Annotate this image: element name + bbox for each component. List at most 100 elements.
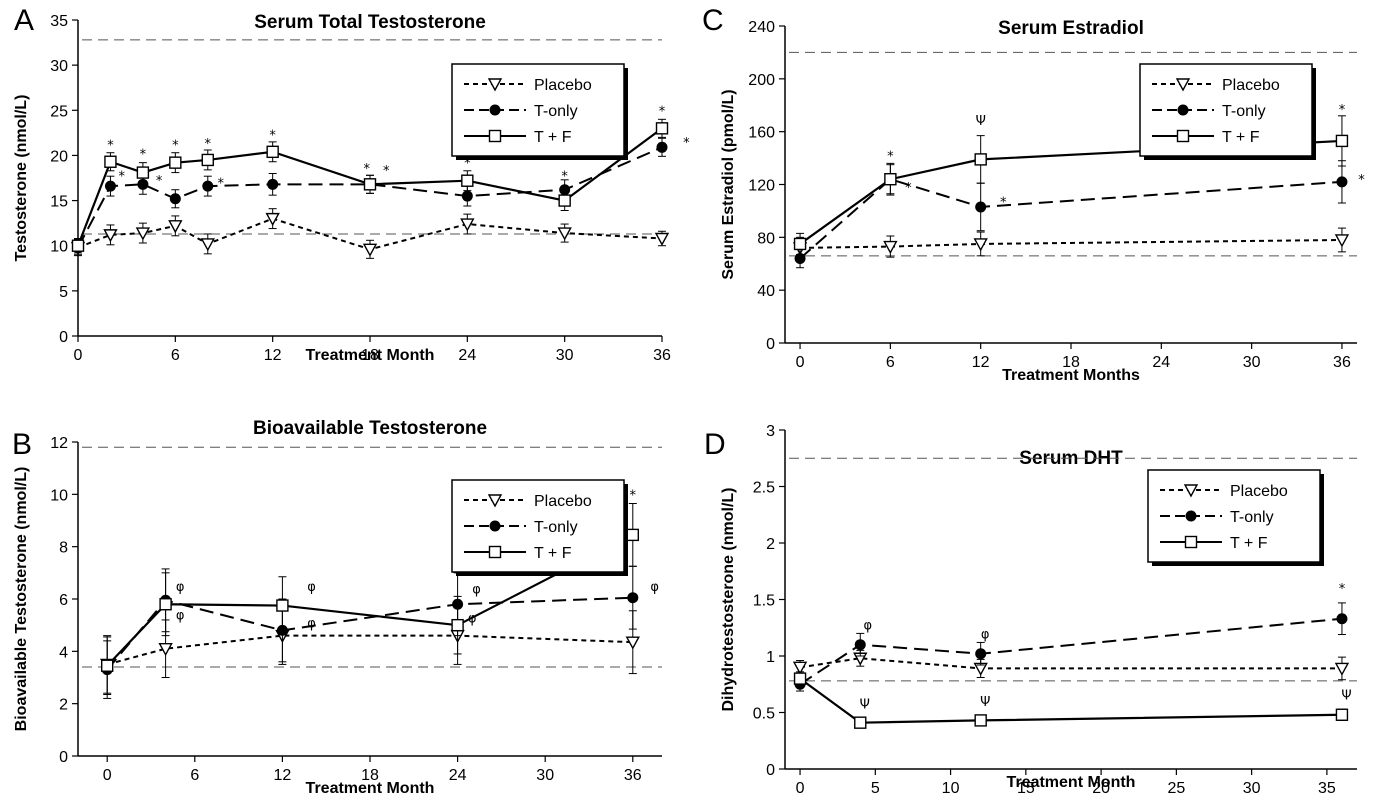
x-tick-label: 30	[556, 347, 574, 364]
legend-marker-triangle	[487, 494, 503, 508]
legend-marker-circle	[1177, 104, 1189, 116]
significance-mark: Ψ	[860, 697, 870, 712]
significance-mark: *	[364, 162, 371, 177]
x-tick-label: 12	[972, 354, 990, 371]
y-axis-label: Serum Estradiol (pmol/L)	[720, 89, 737, 279]
significance-mark: *	[205, 137, 212, 152]
panel-letter: A	[14, 4, 34, 37]
legend-label: T-only	[1230, 509, 1274, 526]
data-point-square	[461, 174, 474, 187]
significance-mark: *	[464, 157, 471, 172]
x-tick-label: 12	[264, 347, 282, 364]
y-tick-label: 0	[59, 749, 68, 766]
data-point-square	[1335, 134, 1349, 148]
data-point-circle	[202, 180, 214, 192]
x-tick-label: 6	[171, 347, 180, 364]
data-point-triangle	[103, 229, 118, 243]
data-point-triangle	[168, 220, 183, 234]
y-tick-label: 12	[50, 435, 68, 452]
data-point-square	[201, 153, 214, 167]
significance-mark: *	[1358, 173, 1365, 188]
data-point-circle	[854, 639, 866, 651]
significance-mark: φ	[981, 627, 990, 642]
legend-marker-triangle	[1183, 484, 1199, 498]
significance-mark: *	[905, 181, 912, 196]
y-tick-label: 240	[748, 19, 775, 36]
y-tick-label: 10	[50, 239, 68, 256]
significance-mark: φ	[864, 618, 873, 633]
y-tick-label: 15	[50, 194, 68, 211]
data-point-square	[1335, 708, 1349, 721]
data-point-square	[136, 166, 150, 179]
chart-title: Serum Estradiol	[998, 18, 1144, 39]
x-tick-label: 36	[624, 767, 642, 784]
legend-label: T-only	[1222, 103, 1266, 120]
series-line-square	[799, 677, 1342, 724]
x-tick-label: 10	[942, 780, 960, 797]
panel-c-serum-estradiol: C Serum Estradiol 0 40 80 120 160 200 240 0 6 12 18 2…	[702, 4, 1365, 384]
data-point-square	[276, 599, 289, 612]
data-point-square	[451, 618, 464, 632]
significance-mark: *	[1000, 196, 1007, 211]
chart-title: Serum Total Testosterone	[254, 12, 486, 33]
data-point-square	[854, 716, 867, 729]
data-point-circle	[559, 184, 571, 196]
significance-mark: *	[630, 488, 637, 503]
legend-label: Placebo	[534, 493, 592, 510]
data-point-triangle	[1334, 662, 1350, 676]
y-tick-label: 25	[50, 103, 68, 120]
y-tick-label: 120	[748, 178, 775, 195]
significance-mark: φ	[468, 611, 477, 626]
data-point-circle	[794, 252, 806, 264]
significance-mark: φ	[176, 609, 185, 624]
y-tick-label: 1.5	[753, 593, 775, 610]
data-point-square	[104, 155, 117, 168]
data-point-triangle	[557, 227, 572, 241]
legend-label: T + F	[1222, 129, 1260, 146]
series-line-triangle-down	[106, 634, 633, 666]
y-tick-label: 0	[766, 336, 775, 353]
data-point-triangle	[654, 232, 670, 246]
series-line-triangle-down	[77, 217, 663, 251]
significance-mark: *	[383, 164, 390, 179]
data-point-triangle	[135, 227, 151, 241]
data-point-square	[71, 239, 85, 252]
x-tick-label: 30	[1243, 354, 1261, 371]
significance-mark: *	[659, 104, 666, 119]
data-point-triangle	[200, 238, 215, 252]
y-tick-label: 4	[59, 644, 68, 661]
series-line-circle	[799, 617, 1343, 686]
data-point-square	[363, 178, 377, 191]
significance-mark: φ	[176, 580, 185, 595]
y-tick-label: 0	[59, 329, 68, 346]
panel-letter: B	[12, 428, 32, 461]
legend-marker-square	[1176, 129, 1190, 143]
legend-label: T-only	[534, 519, 578, 536]
significance-mark: φ	[307, 617, 316, 632]
data-point-triangle	[625, 636, 640, 650]
data-point-triangle	[973, 238, 988, 252]
data-point-square	[655, 122, 669, 135]
significance-mark: Ψ	[980, 695, 990, 710]
legend-marker-triangle	[1175, 78, 1191, 92]
x-tick-label: 30	[536, 767, 554, 784]
y-tick-label: 80	[757, 230, 775, 247]
significance-mark: Ψ	[1341, 688, 1351, 703]
significance-mark: Ψ	[976, 114, 986, 129]
significance-mark: *	[172, 139, 179, 154]
data-point-square	[100, 659, 114, 672]
data-point-square	[793, 672, 807, 685]
data-point-square	[558, 194, 571, 207]
legend-label: Placebo	[1222, 77, 1280, 94]
y-tick-label: 200	[748, 72, 775, 89]
x-tick-label: 18	[361, 347, 379, 364]
data-point-square	[884, 173, 897, 186]
y-tick-label: 0	[766, 762, 775, 779]
legend-label: T + F	[534, 545, 572, 562]
data-point-circle	[461, 190, 473, 202]
legend-marker-circle	[1185, 510, 1197, 522]
significance-mark: *	[269, 129, 276, 144]
